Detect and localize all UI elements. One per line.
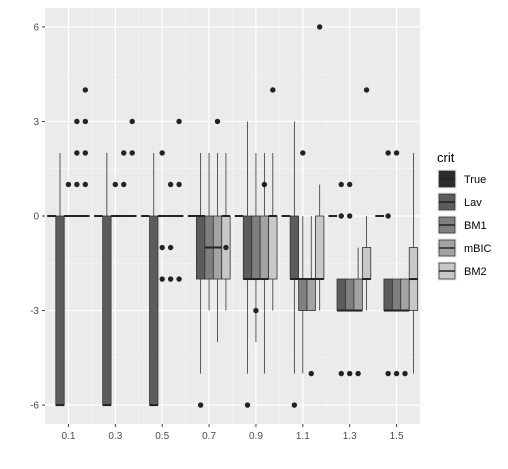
outlier-point: [168, 276, 173, 281]
outlier-point: [309, 371, 314, 376]
legend-key-mbic: mBIC: [437, 238, 492, 258]
outlier-point: [129, 119, 134, 124]
legend-label: BM1: [464, 220, 487, 232]
box-body: [299, 279, 307, 311]
x-tick-label: 1.1: [296, 431, 310, 442]
outlier-point: [339, 182, 344, 187]
outlier-point: [83, 150, 88, 155]
x-tick-label: 0.9: [249, 431, 263, 442]
outlier-point: [385, 213, 390, 218]
y-tick-label: 0: [33, 212, 39, 223]
legend-label: BM2: [464, 266, 487, 278]
legend-key-lav: Lav: [437, 192, 482, 212]
outlier-point: [223, 245, 228, 250]
legend-label: mBIC: [464, 243, 492, 255]
outlier-point: [83, 182, 88, 187]
outlier-point: [402, 371, 407, 376]
box-body: [260, 216, 268, 279]
outlier-point: [74, 119, 79, 124]
box-body: [243, 216, 251, 279]
outlier-point: [300, 150, 305, 155]
outlier-point: [270, 87, 275, 92]
outlier-point: [121, 150, 126, 155]
y-axis: -6 -3 0 3 6: [30, 22, 45, 411]
outlier-point: [385, 371, 390, 376]
outlier-point: [364, 87, 369, 92]
box-body: [196, 216, 204, 279]
outlier-point: [159, 150, 164, 155]
outlier-point: [394, 371, 399, 376]
box-body: [362, 248, 370, 280]
legend-label: Lav: [464, 197, 482, 209]
outlier-point: [83, 87, 88, 92]
outlier-point: [159, 276, 164, 281]
legend-title: crit: [437, 150, 455, 165]
outlier-point: [347, 371, 352, 376]
outlier-point: [394, 150, 399, 155]
outlier-point: [176, 119, 181, 124]
legend-label: True: [464, 174, 486, 186]
box-body: [345, 279, 353, 311]
outlier-point: [347, 182, 352, 187]
y-tick-label: -6: [30, 401, 39, 412]
outlier-point: [262, 182, 267, 187]
outlier-point: [253, 308, 258, 313]
outlier-point: [292, 402, 297, 407]
x-tick-label: 0.5: [155, 431, 169, 442]
box-body: [269, 216, 277, 279]
outlier-point: [66, 182, 71, 187]
outlier-point: [347, 213, 352, 218]
y-tick-label: -3: [30, 306, 39, 317]
outlier-point: [176, 182, 181, 187]
outlier-point: [129, 150, 134, 155]
x-tick-label: 1.5: [390, 431, 404, 442]
outlier-point: [168, 182, 173, 187]
box-body: [315, 216, 323, 279]
outlier-point: [198, 402, 203, 407]
y-tick-label: 3: [33, 117, 39, 128]
legend: crit True Lav BM1 mBIC BM2: [437, 150, 492, 281]
box-body: [150, 216, 158, 405]
legend-key-bm1: BM1: [437, 215, 487, 235]
outlier-point: [385, 150, 390, 155]
outlier-point: [355, 371, 360, 376]
outlier-point: [168, 245, 173, 250]
outlier-point: [113, 182, 118, 187]
x-tick-label: 0.3: [108, 431, 122, 442]
x-tick-label: 0.1: [61, 431, 75, 442]
outlier-point: [176, 276, 181, 281]
box-body: [392, 279, 400, 311]
box-body: [103, 216, 111, 405]
box-body: [401, 279, 409, 311]
box-body: [384, 279, 392, 311]
x-tick-label: 0.7: [202, 431, 216, 442]
outlier-point: [245, 402, 250, 407]
outlier-point: [74, 150, 79, 155]
outlier-point: [159, 245, 164, 250]
outlier-point: [317, 24, 322, 29]
outlier-point: [74, 182, 79, 187]
x-tick-label: 1.3: [343, 431, 357, 442]
box-body: [56, 216, 64, 405]
legend-key-bm2: BM2: [437, 261, 487, 281]
box-body: [307, 279, 315, 311]
outlier-point: [121, 182, 126, 187]
x-axis: 0.1 0.3 0.5 0.7 0.9 1.1 1.3 1.5: [61, 424, 403, 442]
y-tick-label: 6: [33, 22, 39, 33]
legend-key-true: True: [437, 169, 486, 189]
box-body: [252, 216, 260, 279]
box-body: [337, 279, 345, 311]
outlier-point: [83, 119, 88, 124]
outlier-point: [339, 371, 344, 376]
box-body: [354, 279, 362, 311]
box-body: [290, 216, 298, 279]
outlier-point: [215, 119, 220, 124]
outlier-point: [339, 213, 344, 218]
